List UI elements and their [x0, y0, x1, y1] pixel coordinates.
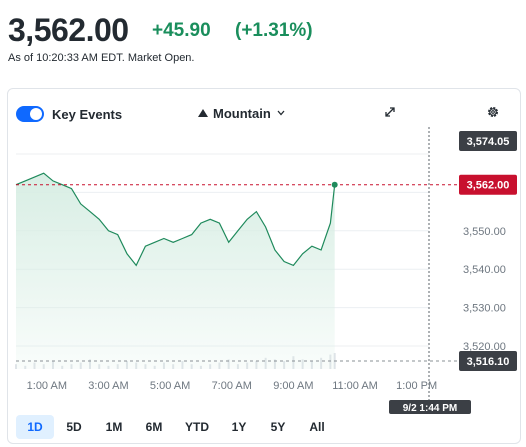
y-tick-label: 3,550.00	[463, 226, 506, 238]
range-button-5d[interactable]: 5D	[66, 420, 82, 434]
chart-card: 3,520.00 3,530.00 3,540.00 3,550.00 1:00 AM 3…	[7, 88, 521, 444]
price-chart[interactable]: 3,520.00 3,530.00 3,540.00 3,550.00 1:00 AM 3…	[8, 89, 522, 445]
current-price-tag-bg	[459, 174, 517, 195]
key-events-toggle[interactable]	[16, 106, 44, 122]
x-tick-label: 3:00 AM	[88, 380, 128, 392]
chart-toolbar: Key Events Mountain	[8, 89, 520, 131]
price-area-fill	[16, 173, 335, 369]
price-change-percent: (+1.31%)	[235, 20, 313, 41]
current-price-tag: 3,562.00	[467, 180, 510, 192]
x-tick-label: 11:00 AM	[332, 380, 378, 392]
range-button-1d[interactable]: 1D	[16, 415, 54, 439]
y-tick-label: 3,520.00	[463, 341, 506, 353]
chevron-down-icon	[277, 110, 285, 116]
crosshair-time-bg	[389, 400, 471, 414]
range-button-1m[interactable]: 1M	[105, 420, 123, 434]
as-of-timestamp: As of 10:20:33 AM EDT. Market Open.	[8, 52, 195, 64]
x-tick-label: 1:00 PM	[396, 380, 437, 392]
high-price-tag: 3,574.05	[467, 136, 510, 148]
range-button-5y[interactable]: 5Y	[270, 420, 286, 434]
price-change: +45.90	[152, 20, 211, 41]
crosshair-time-label: 9/2 1:44 PM	[403, 403, 457, 414]
key-events-label: Key Events	[52, 107, 123, 122]
low-price-tag: 3,516.10	[467, 356, 510, 368]
toggle-knob	[30, 108, 42, 120]
range-button-all[interactable]: All	[309, 420, 325, 434]
price-line	[15, 172, 336, 267]
y-tick-label: 3,530.00	[463, 303, 506, 315]
price: 3,562.00	[8, 12, 129, 48]
y-tick-label: 3,540.00	[463, 264, 506, 276]
chart-style-dropdown[interactable]: Mountain	[198, 103, 285, 123]
last-price-dot	[331, 181, 338, 188]
range-button-6m[interactable]: 6M	[145, 420, 163, 434]
x-tick-label: 9:00 AM	[273, 380, 313, 392]
range-button-ytd[interactable]: YTD	[185, 420, 209, 434]
low-price-tag-bg	[459, 350, 517, 371]
range-button-1y[interactable]: 1Y	[231, 420, 247, 434]
range-selector: 1D 5D 1M 6M YTD 1Y 5Y All	[16, 415, 336, 439]
x-tick-label: 7:00 AM	[212, 380, 252, 392]
x-tick-label: 1:00 AM	[27, 380, 67, 392]
high-price-tag-bg	[459, 131, 517, 151]
expand-icon[interactable]	[384, 106, 396, 118]
chart-style-label: Mountain	[213, 105, 271, 121]
mountain-icon	[198, 109, 208, 117]
x-tick-label: 5:00 AM	[150, 380, 190, 392]
gear-icon[interactable]	[486, 105, 500, 119]
